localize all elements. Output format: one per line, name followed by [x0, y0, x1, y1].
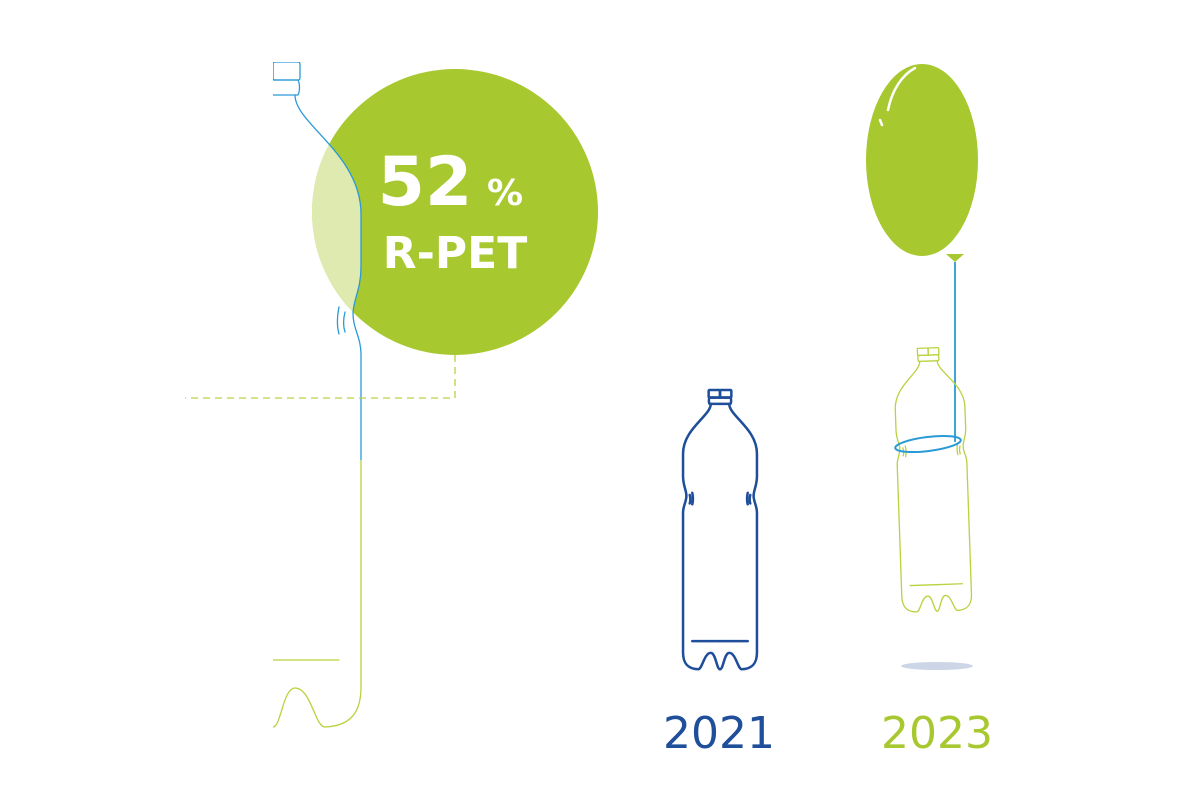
bottle-2023	[893, 347, 972, 613]
year-label: 2021	[663, 708, 775, 759]
badge-overlap	[312, 95, 361, 355]
year-label: 2023	[881, 708, 993, 759]
bottle-2021	[683, 390, 757, 669]
badge-label: R-PET	[383, 228, 527, 279]
badge-value: 52	[378, 143, 473, 222]
badge-circle	[312, 69, 598, 355]
badge-unit: %	[487, 173, 523, 214]
level-line	[185, 355, 456, 399]
shadow	[901, 662, 973, 670]
balloon	[866, 64, 978, 442]
